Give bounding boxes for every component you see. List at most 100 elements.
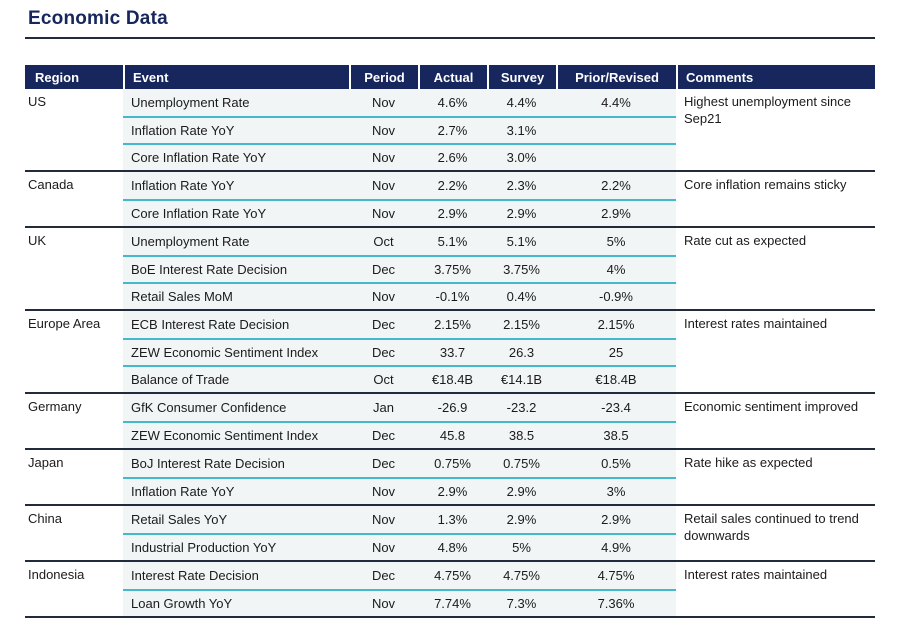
event-cell: BoJ Interest Rate Decision	[123, 450, 349, 477]
event-cell: ECB Interest Rate Decision	[123, 311, 349, 338]
region-group-canada: Canada Core inflation remains sticky Infla…	[25, 170, 875, 226]
title-rule	[25, 37, 875, 39]
period-cell: Nov	[349, 89, 418, 116]
prior-cell: 4.4%	[556, 89, 676, 116]
actual-cell: 2.7%	[418, 116, 487, 143]
event-cell: Unemployment Rate	[123, 89, 349, 116]
region-group-europe-area: Europe Area Interest rates maintained ECB …	[25, 309, 875, 392]
column-header-period: Period	[349, 65, 418, 89]
event-cell: Balance of Trade	[123, 365, 349, 392]
actual-cell: 5.1%	[418, 228, 487, 255]
survey-cell: 2.3%	[487, 172, 556, 199]
actual-cell: 1.3%	[418, 506, 487, 533]
prior-cell: 2.9%	[556, 199, 676, 226]
comment-text: Highest unemployment since Sep21	[676, 89, 875, 170]
event-cell: ZEW Economic Sentiment Index	[123, 421, 349, 448]
prior-cell: €18.4B	[556, 365, 676, 392]
actual-cell: 4.8%	[418, 533, 487, 560]
comment-text: Core inflation remains sticky	[676, 172, 875, 226]
prior-cell: 4%	[556, 255, 676, 282]
prior-cell: 7.36%	[556, 589, 676, 616]
event-cell: Unemployment Rate	[123, 228, 349, 255]
event-cell: Inflation Rate YoY	[123, 116, 349, 143]
prior-cell: 38.5	[556, 421, 676, 448]
comment-text: Economic sentiment improved	[676, 394, 875, 448]
comment-text: Rate cut as expected	[676, 228, 875, 309]
column-header-prior-revised: Prior/Revised	[556, 65, 676, 89]
actual-cell: 33.7	[418, 338, 487, 365]
prior-cell: 4.75%	[556, 562, 676, 589]
event-cell: GfK Consumer Confidence	[123, 394, 349, 421]
column-header-actual: Actual	[418, 65, 487, 89]
actual-cell: 3.75%	[418, 255, 487, 282]
region-label: Europe Area	[25, 311, 123, 392]
period-cell: Nov	[349, 282, 418, 309]
event-cell: Loan Growth YoY	[123, 589, 349, 616]
event-cell: Core Inflation Rate YoY	[123, 143, 349, 170]
column-header-survey: Survey	[487, 65, 556, 89]
comment-text: Interest rates maintained	[676, 311, 875, 392]
survey-cell: 5%	[487, 533, 556, 560]
survey-cell: 3.75%	[487, 255, 556, 282]
event-cell: Retail Sales YoY	[123, 506, 349, 533]
column-header-comments: Comments	[676, 65, 875, 89]
survey-cell: 7.3%	[487, 589, 556, 616]
period-cell: Nov	[349, 172, 418, 199]
region-group-uk: UK Rate cut as expected Unemployment Rate O…	[25, 226, 875, 309]
prior-cell: -23.4	[556, 394, 676, 421]
region-label: Japan	[25, 450, 123, 504]
actual-cell: 4.6%	[418, 89, 487, 116]
period-cell: Nov	[349, 506, 418, 533]
period-cell: Dec	[349, 421, 418, 448]
event-cell: Retail Sales MoM	[123, 282, 349, 309]
table-body: US Highest unemployment since Sep21 Unempl…	[25, 89, 875, 618]
survey-cell: 2.9%	[487, 199, 556, 226]
actual-cell: 7.74%	[418, 589, 487, 616]
prior-cell: 3%	[556, 477, 676, 504]
actual-cell: €18.4B	[418, 365, 487, 392]
event-cell: Inflation Rate YoY	[123, 172, 349, 199]
page-title: Economic Data	[28, 8, 168, 29]
actual-cell: 2.15%	[418, 311, 487, 338]
period-cell: Dec	[349, 562, 418, 589]
economic-data-table: Region Event Period Actual Survey Prior/Revis…	[25, 65, 875, 618]
event-cell: BoE Interest Rate Decision	[123, 255, 349, 282]
period-cell: Nov	[349, 199, 418, 226]
survey-cell: 2.9%	[487, 477, 556, 504]
period-cell: Nov	[349, 143, 418, 170]
region-label: Germany	[25, 394, 123, 448]
period-cell: Nov	[349, 477, 418, 504]
prior-cell: 2.2%	[556, 172, 676, 199]
actual-cell: 2.6%	[418, 143, 487, 170]
event-cell: Inflation Rate YoY	[123, 477, 349, 504]
actual-cell: -0.1%	[418, 282, 487, 309]
column-header-region: Region	[35, 69, 80, 85]
prior-cell: 25	[556, 338, 676, 365]
region-group-us: US Highest unemployment since Sep21 Unempl…	[25, 89, 875, 170]
prior-cell: 5%	[556, 228, 676, 255]
survey-cell: 4.75%	[487, 562, 556, 589]
prior-cell: 4.9%	[556, 533, 676, 560]
region-label: China	[25, 506, 123, 560]
region-label: Indonesia	[25, 562, 123, 616]
prior-cell	[556, 116, 676, 143]
period-cell: Oct	[349, 365, 418, 392]
prior-cell: 2.9%	[556, 506, 676, 533]
prior-cell: 2.15%	[556, 311, 676, 338]
survey-cell: 0.75%	[487, 450, 556, 477]
actual-cell: 2.2%	[418, 172, 487, 199]
survey-cell: 2.15%	[487, 311, 556, 338]
survey-cell: €14.1B	[487, 365, 556, 392]
actual-cell: 4.75%	[418, 562, 487, 589]
actual-cell: 0.75%	[418, 450, 487, 477]
region-label: US	[25, 89, 123, 170]
region-group-japan: Japan Rate hike as expected BoJ Interest R…	[25, 448, 875, 504]
period-cell: Dec	[349, 450, 418, 477]
period-cell: Dec	[349, 338, 418, 365]
period-cell: Nov	[349, 116, 418, 143]
survey-cell: 38.5	[487, 421, 556, 448]
event-cell: ZEW Economic Sentiment Index	[123, 338, 349, 365]
comment-text: Retail sales continued to trend downward…	[676, 506, 875, 560]
period-cell: Nov	[349, 533, 418, 560]
survey-cell: -23.2	[487, 394, 556, 421]
